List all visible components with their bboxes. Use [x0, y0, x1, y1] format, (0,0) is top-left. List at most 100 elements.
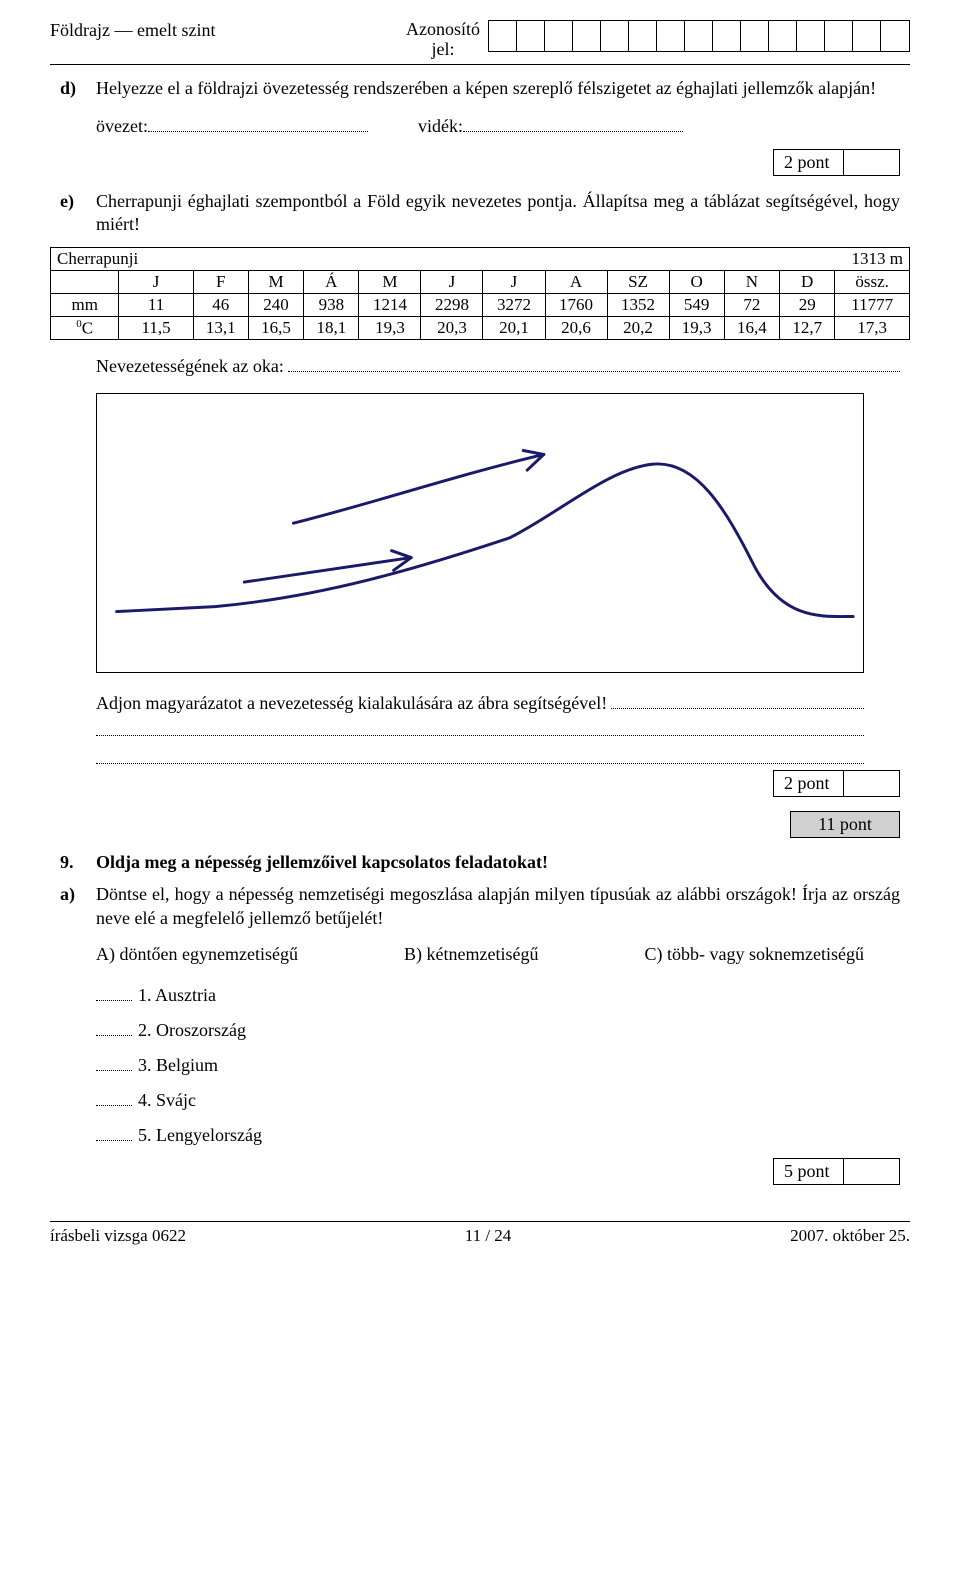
orographic-diagram [97, 394, 863, 672]
id-grid[interactable] [488, 20, 910, 52]
c-cell: 12,7 [780, 316, 835, 340]
month-header: M [359, 270, 421, 293]
id-cell[interactable] [825, 21, 853, 51]
explain-block: Adjon magyarázatot a nevezetesség kialak… [96, 691, 864, 764]
task-9a-text: Döntse el, hogy a népesség nemzetiségi m… [96, 883, 900, 930]
country-blank[interactable] [96, 1123, 132, 1141]
country-name: 3. Belgium [138, 1055, 218, 1076]
country-name: 1. Ausztria [138, 985, 216, 1006]
options-row: A) döntően egynemzetiségű B) kétnemzetis… [96, 944, 864, 965]
id-label-line1: Azonosító [406, 20, 480, 40]
mm-cell: 46 [193, 293, 248, 316]
total-points-box: 11 pont [790, 811, 900, 838]
mm-cell: 3272 [483, 293, 545, 316]
c-cell: 16,5 [248, 316, 303, 340]
id-cell[interactable] [853, 21, 881, 51]
id-cell[interactable] [601, 21, 629, 51]
points-9a-label: 5 pont [774, 1159, 844, 1184]
month-header: Á [304, 270, 359, 293]
option-a: A) döntően egynemzetiségű [96, 944, 298, 965]
footer-left: írásbeli vizsga 0622 [50, 1226, 186, 1246]
month-header: D [780, 270, 835, 293]
country-list: 1. Ausztria 2. Oroszország 3. Belgium 4. Sv… [96, 983, 864, 1146]
c-cell: 16,4 [724, 316, 779, 340]
month-header: J [421, 270, 483, 293]
c-cell: 20,2 [607, 316, 669, 340]
explain-text: Adjon magyarázatot a nevezetesség kialak… [96, 693, 607, 714]
points-box-d: 2 pont [773, 149, 900, 176]
id-cell[interactable] [797, 21, 825, 51]
country-blank[interactable] [96, 1018, 132, 1036]
climate-elevation: 1313 m [780, 247, 910, 270]
id-cell[interactable] [685, 21, 713, 51]
figure-box [96, 393, 864, 673]
climate-title: Cherrapunji [51, 247, 194, 270]
header-id-label: Azonosító jel: [406, 20, 480, 60]
mountain-line [117, 464, 854, 617]
c-label: 0C [51, 316, 119, 340]
country-name: 2. Oroszország [138, 1020, 246, 1041]
points-d-empty[interactable] [844, 150, 899, 175]
ovezet-blank[interactable] [148, 114, 368, 132]
month-header: O [669, 270, 724, 293]
mm-cell: 72 [724, 293, 779, 316]
country-name: 5. Lengyelország [138, 1125, 262, 1146]
c-cell: 13,1 [193, 316, 248, 340]
climate-corner [51, 270, 119, 293]
reason-blank[interactable] [288, 354, 900, 372]
id-cell[interactable] [545, 21, 573, 51]
task-d-label: d) [60, 77, 96, 100]
page-header: Földrajz — emelt szint Azonosító jel: [50, 20, 910, 65]
mm-cell: 29 [780, 293, 835, 316]
c-cell: 17,3 [835, 316, 910, 340]
explain-blank-3[interactable] [96, 742, 864, 764]
country-blank[interactable] [96, 1088, 132, 1106]
ovezet-label: övezet: [96, 116, 148, 137]
id-label-line2: jel: [406, 40, 480, 60]
country-blank[interactable] [96, 983, 132, 1001]
reason-label: Nevezetességének az oka: [96, 356, 284, 377]
mm-cell: 11 [119, 293, 193, 316]
points-box-9a: 5 pont [773, 1158, 900, 1185]
mm-cell: 1214 [359, 293, 421, 316]
month-header: A [545, 270, 607, 293]
videk-label: vidék: [418, 116, 463, 137]
points-e-empty[interactable] [844, 771, 899, 796]
explain-blank-2[interactable] [96, 714, 864, 736]
mm-cell: 11777 [835, 293, 910, 316]
footer-center: 11 / 24 [465, 1226, 512, 1246]
id-cell[interactable] [769, 21, 797, 51]
mm-cell: 938 [304, 293, 359, 316]
id-cell[interactable] [741, 21, 769, 51]
country-item: 2. Oroszország [96, 1018, 864, 1041]
country-item: 5. Lengyelország [96, 1123, 864, 1146]
points-d-label: 2 pont [774, 150, 844, 175]
c-cell: 19,3 [359, 316, 421, 340]
id-cell[interactable] [517, 21, 545, 51]
country-blank[interactable] [96, 1053, 132, 1071]
task-9-num: 9. [60, 852, 96, 873]
task-d-text: Helyezze el a földrajzi övezetesség rend… [96, 77, 900, 100]
id-cell[interactable] [657, 21, 685, 51]
country-item: 4. Svájc [96, 1088, 864, 1111]
c-cell: 20,1 [483, 316, 545, 340]
mm-cell: 240 [248, 293, 303, 316]
id-cell[interactable] [629, 21, 657, 51]
month-header: össz. [835, 270, 910, 293]
task-9-title: Oldja meg a népesség jellemzőivel kapcso… [96, 852, 548, 873]
mm-cell: 1352 [607, 293, 669, 316]
country-item: 3. Belgium [96, 1053, 864, 1076]
month-header: J [483, 270, 545, 293]
id-cell[interactable] [713, 21, 741, 51]
wind-arrow-lower [244, 551, 411, 582]
id-cell[interactable] [573, 21, 601, 51]
task-e: e) Cherrapunji éghajlati szempontból a F… [60, 190, 900, 237]
videk-blank[interactable] [463, 114, 683, 132]
id-cell[interactable] [881, 21, 909, 51]
c-cell: 18,1 [304, 316, 359, 340]
id-cell[interactable] [489, 21, 517, 51]
explain-blank-1[interactable] [611, 691, 864, 709]
climate-table: Cherrapunji1313 mJFMÁMJJASZONDössz.mm114… [50, 247, 910, 341]
points-e-label: 2 pont [774, 771, 844, 796]
points-9a-empty[interactable] [844, 1159, 899, 1184]
